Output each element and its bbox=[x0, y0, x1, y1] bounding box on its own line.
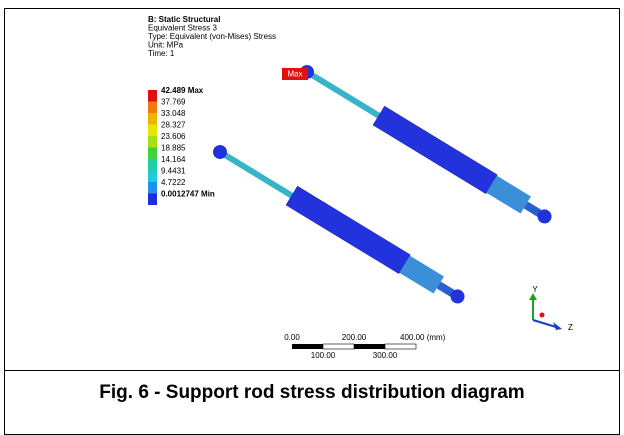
legend-label: 14.164 bbox=[161, 155, 186, 164]
scale-label: 200.00 bbox=[342, 333, 367, 342]
figure: Max 0.00 200.00 400.00 (mm) 100.00 300.0… bbox=[0, 0, 624, 435]
triad-label: Y bbox=[532, 285, 538, 294]
scale-label: 0.00 bbox=[284, 333, 300, 342]
scale-label: 400.00 (mm) bbox=[400, 333, 446, 342]
legend-label: 37.769 bbox=[161, 98, 186, 107]
page: Max 0.00 200.00 400.00 (mm) 100.00 300.0… bbox=[0, 0, 624, 435]
legend-swatch bbox=[148, 125, 157, 137]
legend-swatch bbox=[148, 159, 157, 171]
caption: Fig. 6 - Support rod stress distribution… bbox=[99, 382, 524, 403]
figure-frame bbox=[5, 9, 620, 371]
legend-label: 42.489 Max bbox=[161, 86, 204, 95]
scale-label: 300.00 bbox=[373, 351, 398, 360]
legend-label: 4.7222 bbox=[161, 178, 186, 187]
legend-swatch bbox=[148, 102, 157, 114]
legend-label: 18.885 bbox=[161, 144, 186, 153]
legend-label: 28.327 bbox=[161, 121, 186, 130]
legend-swatch bbox=[148, 171, 157, 183]
triad-label: Z bbox=[568, 323, 573, 332]
max-marker: Max bbox=[287, 70, 302, 79]
legend-label: 0.0012747 Min bbox=[161, 190, 215, 199]
legend-swatch bbox=[148, 113, 157, 125]
legend-swatch bbox=[148, 136, 157, 148]
legend-swatch bbox=[148, 148, 157, 160]
legend-label: 23.606 bbox=[161, 132, 186, 141]
legend-label: 33.048 bbox=[161, 109, 186, 118]
legend-swatch bbox=[148, 194, 157, 206]
legend-swatch bbox=[148, 90, 157, 102]
scale-label: 100.00 bbox=[311, 351, 336, 360]
scale-bar bbox=[292, 344, 416, 349]
legend-label: 9.4431 bbox=[161, 167, 186, 176]
result-info: Time: 1 bbox=[148, 49, 175, 58]
legend-swatch bbox=[148, 182, 157, 194]
